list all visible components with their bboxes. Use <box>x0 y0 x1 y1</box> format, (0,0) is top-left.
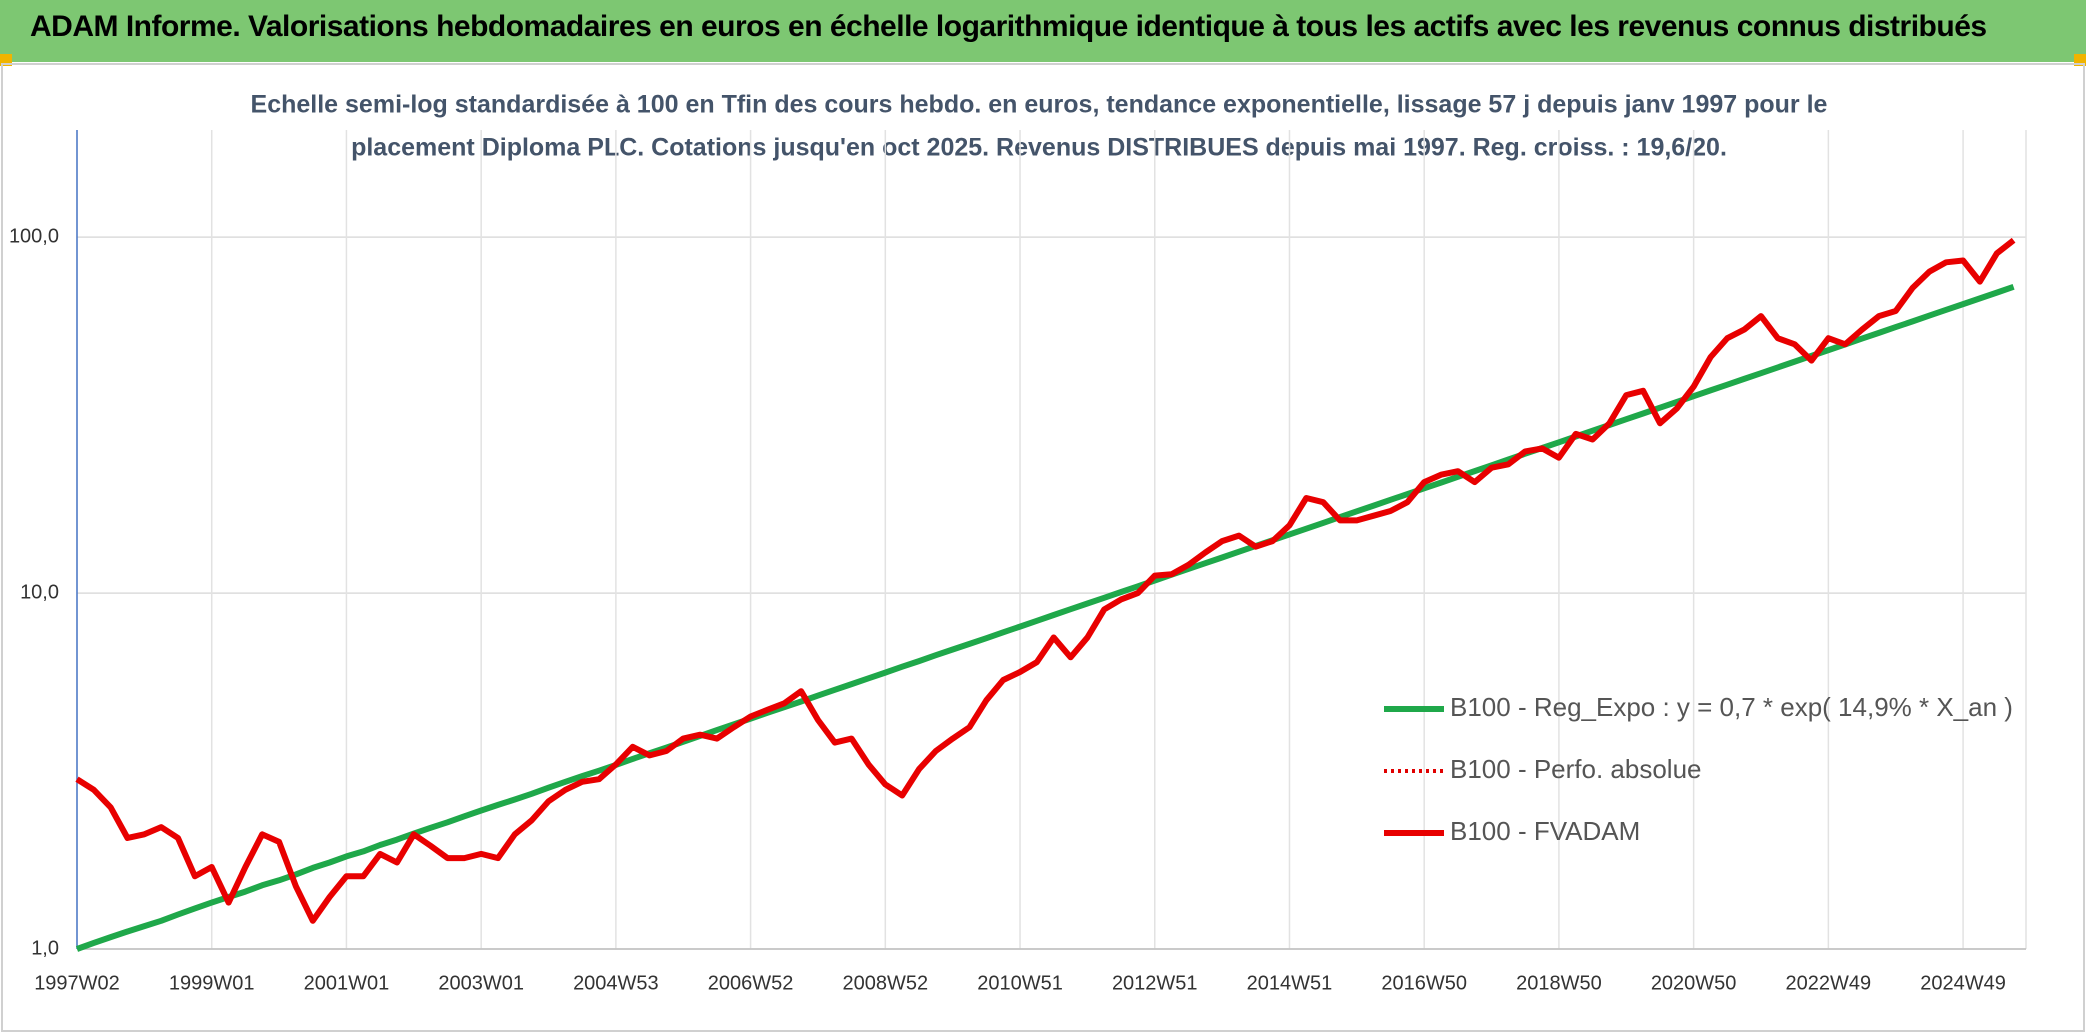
x-tick-label: 2024W49 <box>1920 972 2006 994</box>
header-bar: ADAM Informe. Valorisations hebdomadaire… <box>0 0 2086 62</box>
x-tick-label: 2004W53 <box>573 972 659 994</box>
x-tick-label: 2006W52 <box>708 972 794 994</box>
x-tick-label: 2018W50 <box>1516 972 1602 994</box>
series-line <box>75 237 2016 924</box>
x-tick-label: 2003W01 <box>438 972 524 994</box>
x-tick-label: 2014W51 <box>1247 972 1333 994</box>
y-tick-label: 10,0 <box>20 581 59 603</box>
x-tick-label: 2010W51 <box>977 972 1063 994</box>
x-tick-label: 2022W49 <box>1786 972 1872 994</box>
x-tick-label: 2016W50 <box>1381 972 1467 994</box>
x-tick-label: 2001W01 <box>304 972 390 994</box>
legend-label: B100 - Reg_Expo : y = 0,7 * exp( 14,9% *… <box>1450 692 2013 722</box>
y-tick-label: 100,0 <box>9 225 59 247</box>
x-tick-label: 1999W01 <box>169 972 255 994</box>
legend-label: B100 - Perfo. absolue <box>1450 754 1702 784</box>
x-tick-label: 1997W02 <box>34 972 120 994</box>
x-tick-label: 2008W52 <box>843 972 929 994</box>
y-tick-label: 1,0 <box>31 937 59 959</box>
subtitle: Echelle semi-log standardisée à 100 en T… <box>251 91 1828 119</box>
series-line <box>75 283 2015 952</box>
frame <box>1 63 2085 1032</box>
x-tick-label: 2012W51 <box>1112 972 1198 994</box>
subtitle: placement Diploma PLC. Cotations jusqu'e… <box>351 134 1727 162</box>
x-tick-label: 2020W50 <box>1651 972 1737 994</box>
page-title: ADAM Informe. Valorisations hebdomadaire… <box>30 10 1987 43</box>
legend-label: B100 - FVADAM <box>1450 816 1640 846</box>
